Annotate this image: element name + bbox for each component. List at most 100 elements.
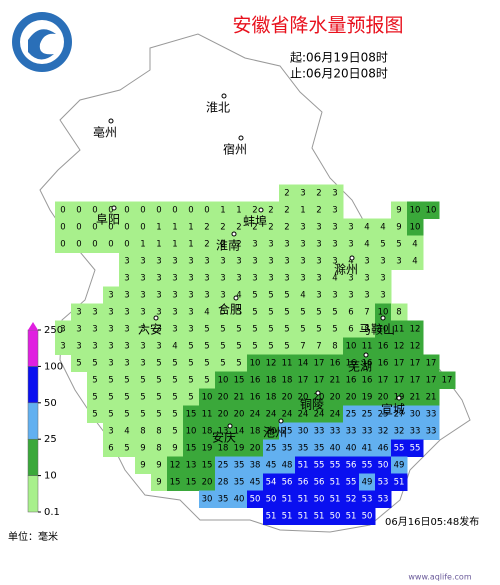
rain-value: 51 — [346, 512, 357, 522]
rain-cell — [343, 490, 360, 508]
rain-cell — [199, 201, 216, 219]
rain-value: 5 — [252, 291, 257, 301]
rain-value: 3 — [60, 342, 65, 352]
rain-value: 3 — [364, 291, 369, 301]
rain-value: 4 — [204, 308, 209, 318]
rain-cell — [71, 235, 88, 253]
city-label: 阜阳 — [96, 213, 120, 227]
rain-cell — [263, 252, 280, 270]
rain-value: 5 — [140, 376, 145, 386]
rain-value: 0 — [108, 240, 113, 250]
rain-cell — [231, 303, 248, 321]
rain-value: 35 — [234, 461, 245, 471]
rain-cell — [391, 303, 408, 321]
rain-value: 1 — [188, 223, 193, 233]
rain-value: 0 — [108, 206, 113, 216]
rain-value: 3 — [380, 274, 385, 284]
rain-cell — [343, 269, 360, 287]
rain-cell — [167, 201, 184, 219]
rain-cell — [103, 218, 120, 236]
rain-cell — [71, 354, 88, 372]
city-label: 滁州 — [334, 262, 358, 277]
rain-cell — [263, 286, 280, 304]
rain-value: 25 — [282, 427, 293, 437]
rain-cell — [279, 354, 296, 372]
rain-cell — [375, 218, 392, 236]
rain-cell — [87, 337, 104, 355]
rain-cell — [183, 235, 200, 253]
rain-value: 0 — [92, 206, 97, 216]
rain-cell — [55, 201, 72, 219]
rain-cell — [359, 320, 376, 338]
rain-cell — [247, 456, 264, 474]
rain-value: 40 — [330, 444, 341, 454]
rain-value: 3 — [332, 257, 337, 267]
rain-cell — [391, 473, 408, 491]
rain-cell — [279, 507, 296, 525]
rain-value: 3 — [332, 189, 337, 199]
rain-value: 4 — [300, 291, 305, 301]
rain-cell — [263, 439, 280, 457]
rain-cell — [231, 354, 248, 372]
rain-value: 9 — [156, 478, 161, 488]
rain-cell — [423, 388, 440, 406]
rain-value: 2 — [268, 223, 273, 233]
rain-cell — [311, 235, 328, 253]
rain-value: 17 — [410, 359, 421, 369]
rain-value: 17 — [298, 376, 309, 386]
rain-value: 6 — [348, 308, 353, 318]
rain-cell — [359, 439, 376, 457]
rain-cell — [167, 303, 184, 321]
rain-cell — [135, 337, 152, 355]
rain-value: 15 — [202, 461, 213, 471]
rain-cell — [375, 303, 392, 321]
rain-cell — [343, 252, 360, 270]
rain-cell — [375, 405, 392, 423]
rain-cell — [343, 507, 360, 525]
rain-value: 0 — [124, 240, 129, 250]
rain-value: 20 — [314, 393, 325, 403]
rain-value: 51 — [394, 478, 405, 488]
rain-value: 18 — [250, 427, 261, 437]
rain-value: 3 — [300, 189, 305, 199]
rain-cell — [199, 218, 216, 236]
rain-value: 3 — [380, 291, 385, 301]
rain-value: 10 — [378, 325, 389, 335]
rain-value: 16 — [346, 376, 357, 386]
rain-cell — [327, 184, 344, 202]
rain-value: 17 — [426, 376, 437, 386]
legend-swatch — [27, 475, 39, 513]
rain-cell — [359, 354, 376, 372]
rain-value: 9 — [172, 444, 177, 454]
rain-cell — [247, 354, 264, 372]
city-dot — [238, 135, 244, 141]
rain-value: 51 — [282, 495, 293, 505]
rain-cell — [231, 371, 248, 389]
rain-value: 5 — [124, 393, 129, 403]
rain-value: 25 — [378, 410, 389, 420]
rain-value: 2 — [316, 189, 321, 199]
rain-cell — [151, 252, 168, 270]
rain-value: 5 — [156, 359, 161, 369]
rain-cell — [247, 269, 264, 287]
rain-cell — [151, 405, 168, 423]
city-label: 淮南 — [216, 238, 240, 253]
rain-cell — [231, 473, 248, 491]
rain-cell — [135, 371, 152, 389]
rain-cell — [71, 218, 88, 236]
rain-value: 5 — [268, 325, 273, 335]
rain-value: 4 — [348, 257, 353, 267]
rain-cell — [295, 473, 312, 491]
rain-cell — [231, 490, 248, 508]
rain-value: 3 — [172, 325, 177, 335]
rain-value: 5 — [156, 393, 161, 403]
rain-value: 3 — [156, 325, 161, 335]
rain-cell — [279, 320, 296, 338]
rain-cell — [311, 269, 328, 287]
rain-cell — [119, 439, 136, 457]
rain-cell — [183, 439, 200, 457]
rain-value: 5 — [236, 325, 241, 335]
rain-value: 0 — [188, 206, 193, 216]
rain-value: 8 — [156, 444, 161, 454]
rain-value: 33 — [426, 410, 437, 420]
